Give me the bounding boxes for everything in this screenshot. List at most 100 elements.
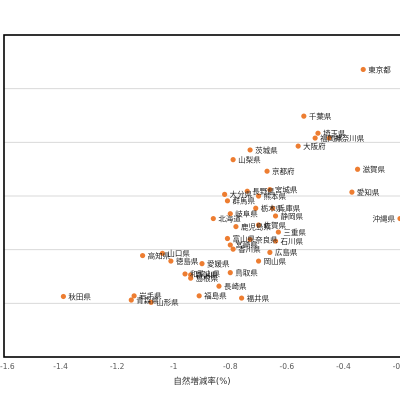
- x-tick-label: -1.4: [53, 362, 68, 371]
- point-label: 大阪府: [303, 141, 326, 151]
- point-label: 山形県: [156, 297, 179, 307]
- data-point: [140, 252, 146, 259]
- point-label: 富山県: [232, 233, 255, 243]
- point-label: 岐阜県: [235, 209, 258, 219]
- data-point: [224, 235, 231, 242]
- data-point: [128, 297, 134, 303]
- data-point: [168, 258, 174, 264]
- point-label: 石川県: [281, 237, 304, 246]
- point-label: 滋賀県: [363, 164, 386, 174]
- point-label: 秋田県: [68, 291, 91, 301]
- data-point: [295, 143, 301, 149]
- x-tick-label: -1: [170, 362, 178, 371]
- data-point: [315, 130, 321, 136]
- point-label: 宮崎県: [235, 240, 258, 250]
- point-label: 青森県: [136, 295, 159, 305]
- data-point: [272, 213, 279, 219]
- point-label: 島根県: [196, 273, 219, 283]
- point-label: 徳島県: [176, 256, 199, 266]
- point-label: 北海道: [218, 213, 241, 223]
- point-label: 東京都: [368, 64, 391, 74]
- data-point: [349, 189, 355, 195]
- data-point: [267, 249, 273, 255]
- point-label: 愛知県: [357, 187, 380, 197]
- data-point: [131, 293, 137, 299]
- point-label: 熊本県: [264, 191, 287, 201]
- point-label: 福岡県: [320, 134, 343, 143]
- data-point: [247, 147, 253, 153]
- data-point: [255, 222, 262, 228]
- data-point: [301, 113, 307, 119]
- point-label: 和歌山県: [190, 269, 220, 279]
- data-point: [188, 275, 194, 281]
- point-label: 山口県: [167, 248, 190, 258]
- point-label: 宮城県: [275, 184, 298, 194]
- point-label: 奈良県: [255, 234, 278, 244]
- data-point: [224, 198, 231, 204]
- point-label: 山梨県: [238, 154, 261, 164]
- data-point: [270, 205, 276, 211]
- data-point: [247, 236, 253, 243]
- data-point: [397, 215, 400, 222]
- point-label: 京都府: [272, 166, 295, 176]
- data-point: [227, 211, 233, 217]
- data-point: [230, 157, 236, 163]
- data-point: [239, 295, 245, 301]
- point-label: 茨城県: [255, 145, 278, 155]
- data-point: [233, 223, 239, 230]
- data-point: [312, 135, 318, 141]
- point-label: 新潟県: [196, 270, 219, 280]
- point-label: 鳥取県: [235, 267, 258, 277]
- point-label: 福島県: [204, 291, 227, 301]
- data-point: [272, 238, 279, 244]
- point-label: 岡山県: [264, 256, 287, 266]
- x-tick-label: -1.6: [0, 362, 15, 371]
- data-point: [227, 242, 233, 248]
- point-label: 広島県: [275, 247, 298, 257]
- data-point: [196, 293, 202, 299]
- data-point: [210, 215, 216, 222]
- data-point: [244, 188, 250, 194]
- point-label: 群馬県: [232, 196, 255, 206]
- point-label: 静岡県: [281, 211, 304, 221]
- point-label: 三重県: [283, 228, 306, 237]
- data-point: [216, 283, 222, 289]
- data-point: [230, 246, 236, 252]
- data-point: [253, 205, 259, 211]
- point-label: 大分県: [230, 189, 253, 199]
- point-label: 高知県: [148, 250, 171, 260]
- data-point: [267, 186, 273, 193]
- point-label: 兵庫県: [278, 203, 301, 213]
- data-point: [255, 258, 262, 264]
- plot-frame: [3, 34, 400, 358]
- data-point: [275, 229, 281, 235]
- x-tick-label: -1.2: [110, 362, 125, 371]
- x-tick-label: -0.4: [336, 362, 351, 371]
- x-axis-title: 自然増減率(%): [173, 376, 230, 387]
- data-point: [264, 168, 270, 174]
- data-point: [159, 250, 165, 256]
- point-label: 福井県: [247, 293, 270, 303]
- point-label: 鹿児島県: [241, 221, 271, 231]
- point-label: 長崎県: [224, 281, 247, 291]
- data-point: [255, 193, 262, 199]
- data-point: [222, 191, 228, 197]
- point-label: 岩手県: [139, 291, 162, 301]
- point-label: 埼玉県: [323, 128, 346, 138]
- point-label: 香川県: [238, 244, 261, 254]
- data-point: [199, 261, 205, 267]
- x-tick-label: -0.8: [223, 362, 238, 371]
- point-label: 栃木県: [261, 203, 284, 213]
- point-label: 沖縄県: [373, 213, 396, 223]
- point-label: 神奈川県: [334, 133, 364, 143]
- point-label: 愛媛県: [207, 258, 230, 268]
- data-point: [354, 166, 361, 172]
- x-tick-label: -0.2: [393, 362, 400, 371]
- data-point: [182, 271, 188, 277]
- data-point: [148, 299, 154, 305]
- data-point: [360, 66, 366, 73]
- point-label: 佐賀県: [264, 220, 287, 230]
- data-point: [60, 293, 66, 300]
